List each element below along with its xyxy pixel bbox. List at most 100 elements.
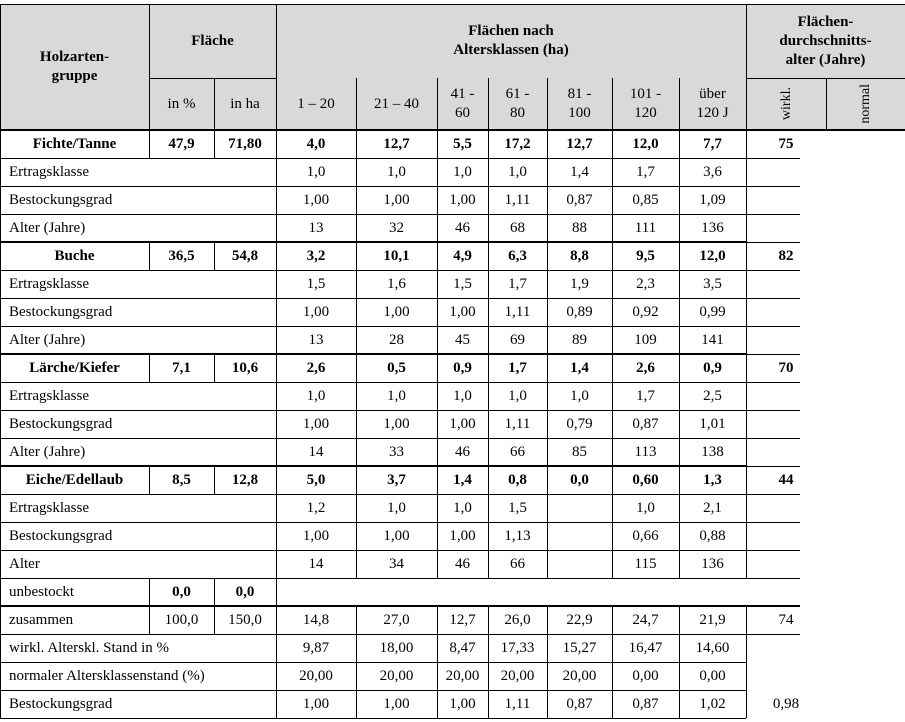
age-class-value: 0,79 (566, 415, 593, 432)
age-class-value: 14,60 (695, 639, 730, 656)
header-text: Flächen nach Altersklassen (ha) (453, 23, 569, 58)
age-class-value: 1,7 (508, 359, 527, 376)
avg-age-value: 82 (778, 247, 794, 264)
header-text: Holzarten- gruppe (39, 49, 110, 84)
row-label: Ertragsklasse (9, 387, 89, 404)
age-class-value: 46 (455, 443, 470, 460)
grid-line (0, 522, 800, 523)
area-pct: 7,1 (172, 359, 191, 376)
age-class-value: 0,85 (632, 191, 659, 208)
age-class-value: 9,87 (302, 639, 330, 656)
age-class-value: 2,1 (703, 499, 722, 516)
age-class-value: 33 (389, 443, 404, 460)
age-class-value: 1,00 (383, 695, 410, 712)
age-class-value: 13 (308, 331, 324, 348)
grid-line (0, 326, 800, 327)
age-class-value: 46 (455, 555, 470, 572)
age-class-value: 4,9 (453, 247, 472, 264)
age-class-value: 68 (510, 219, 525, 236)
grid-line (612, 606, 613, 718)
age-class-value: 0,87 (632, 415, 659, 432)
age-class-value: 1,00 (383, 415, 410, 432)
grid-line (0, 214, 800, 215)
age-class-value: 66 (510, 555, 525, 572)
grid-line (149, 242, 150, 270)
grid-line (612, 130, 613, 578)
grid-line (276, 130, 277, 718)
grid-line (746, 130, 747, 578)
age-class-value: 1,7 (508, 275, 527, 292)
age-class-header: 41 - 60 (437, 78, 488, 130)
age-class-value: 141 (701, 331, 724, 348)
age-class-value: 0,9 (703, 359, 722, 376)
avg-age-value: 74 (778, 611, 794, 628)
row-label: Bestockungsgrad (9, 695, 113, 712)
grid-line (0, 578, 800, 579)
age-class-value: 21,9 (699, 611, 726, 628)
age-class-value: 1,0 (453, 163, 472, 180)
grid-line (746, 634, 800, 635)
species-name: Buche (54, 247, 95, 264)
age-class-value: 46 (455, 219, 470, 236)
age-class-value: 2,6 (306, 359, 326, 376)
age-class-value: 28 (389, 331, 404, 348)
grid-line (437, 78, 438, 130)
age-class-value: 2,5 (703, 387, 722, 404)
age-class-value: 1,00 (302, 191, 330, 208)
grid-line (746, 78, 905, 79)
age-class-value: 1,3 (703, 471, 722, 488)
grid-line (0, 465, 746, 467)
header-text: 21 – 40 (374, 95, 419, 112)
area-ha: 150,0 (228, 611, 262, 628)
age-class-value: 1,00 (383, 303, 410, 320)
grid-line (0, 605, 800, 607)
grid-line (826, 78, 827, 130)
grid-line (214, 78, 215, 130)
header-text: Flächen- durchschnitts- alter (Jahre) (779, 13, 872, 68)
age-class-value: 1,00 (302, 303, 330, 320)
grid-line (0, 662, 746, 663)
age-class-value: 0,88 (699, 527, 726, 544)
age-class-value: 0,87 (566, 695, 593, 712)
grid-line (488, 130, 489, 578)
age-class-value: 13 (308, 219, 324, 236)
row-label: Alter (9, 555, 40, 572)
grid-line (0, 690, 746, 691)
age-class-value: 88 (572, 219, 587, 236)
age-class-value: 20,00 (562, 667, 597, 684)
header-text: 101 - 120 (629, 86, 662, 121)
age-class-value: 0,92 (632, 303, 659, 320)
avg-age-value: 75 (778, 135, 794, 152)
grid-line (488, 606, 489, 718)
age-class-value: 1,13 (504, 527, 531, 544)
age-class-value: 1,0 (570, 387, 589, 404)
row-label: Ertragsklasse (9, 275, 89, 292)
grid-line (0, 438, 800, 439)
age-class-value: 0,0 (570, 471, 589, 488)
age-class-value: 0,00 (632, 667, 659, 684)
header-text: 1 – 20 (297, 95, 335, 112)
row-label: Bestockungsgrad (9, 527, 113, 544)
grid-line (547, 130, 548, 578)
age-class-value: 1,4 (453, 471, 472, 488)
grid-line (276, 4, 277, 130)
row-label: zusammen (9, 611, 74, 628)
header-text: normal (858, 84, 873, 124)
grid-line (149, 78, 276, 79)
age-class-value: 0,89 (566, 303, 593, 320)
age-class-value: 1,0 (387, 163, 406, 180)
age-class-value: 1,6 (387, 275, 406, 292)
grid-line (679, 130, 680, 578)
age-class-value: 14 (308, 443, 324, 460)
age-class-value: 1,00 (302, 415, 330, 432)
age-class-value: 5,0 (306, 471, 326, 488)
age-class-value: 1,7 (636, 163, 655, 180)
age-class-value: 113 (634, 443, 657, 460)
age-class-value: 1,00 (302, 527, 330, 544)
grid-line (356, 78, 357, 130)
age-class-value: 0,5 (387, 359, 406, 376)
age-class-value: 6,3 (508, 247, 527, 264)
age-class-header: 101 - 120 (612, 78, 679, 130)
age-class-value: 12,7 (449, 611, 476, 628)
age-class-value: 14 (308, 555, 324, 572)
